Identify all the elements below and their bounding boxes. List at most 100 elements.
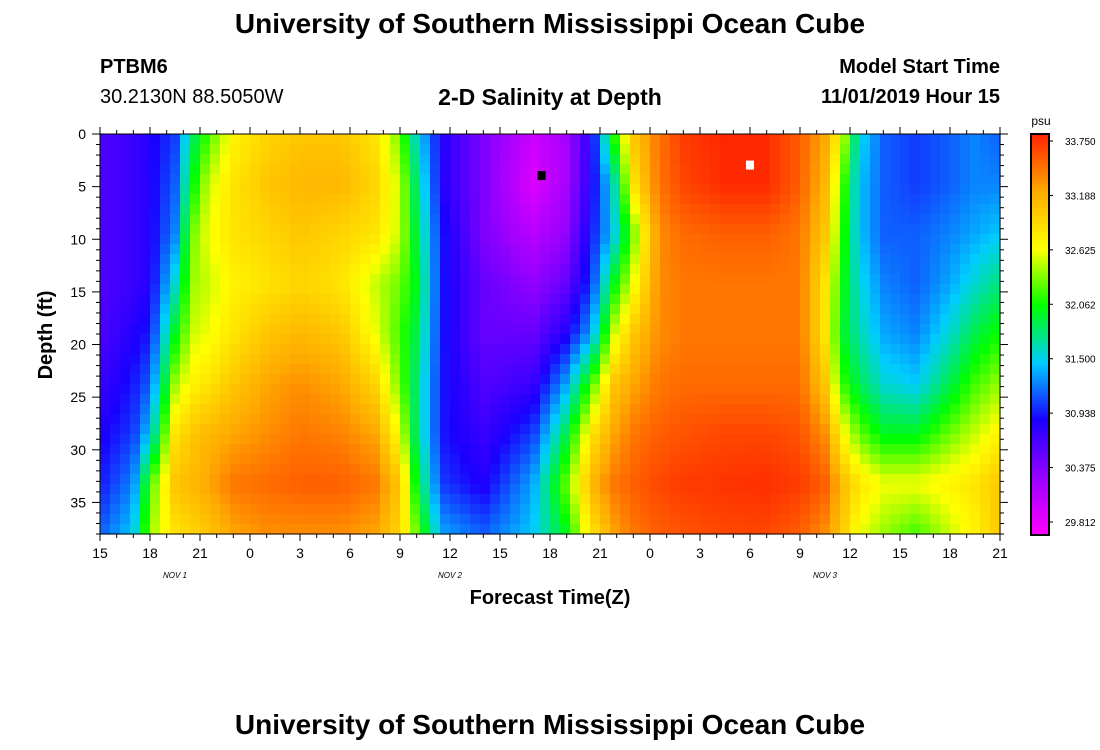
- heatmap-cell: [620, 404, 631, 415]
- heatmap-cell: [210, 374, 221, 385]
- heatmap-cell: [130, 254, 141, 265]
- heatmap-cell: [810, 384, 821, 395]
- heatmap-cell: [690, 404, 701, 415]
- heatmap-cell: [940, 344, 951, 355]
- heatmap-cell: [440, 334, 451, 345]
- heatmap-cell: [370, 314, 381, 325]
- heatmap-cell: [370, 264, 381, 275]
- heatmap-cell: [490, 514, 501, 525]
- heatmap-cell: [160, 454, 171, 465]
- heatmap-cell: [310, 314, 321, 325]
- heatmap-cell: [410, 414, 421, 425]
- heatmap-cell: [860, 284, 871, 295]
- heatmap-cell: [620, 464, 631, 475]
- heatmap-cell: [570, 294, 581, 305]
- heatmap-cell: [460, 464, 471, 475]
- heatmap-cell: [790, 414, 801, 425]
- heatmap-cell: [630, 274, 641, 285]
- heatmap-cell: [150, 484, 161, 495]
- heatmap-cell: [920, 264, 931, 275]
- heatmap-cell: [710, 184, 721, 195]
- heatmap-cell: [200, 464, 211, 475]
- heatmap-cell: [410, 374, 421, 385]
- heatmap-cell: [660, 484, 671, 495]
- heatmap-cell: [870, 224, 881, 235]
- heatmap-cell: [430, 174, 441, 185]
- heatmap-cell: [680, 264, 691, 275]
- heatmap-cell: [930, 524, 941, 535]
- heatmap-cell: [190, 344, 201, 355]
- heatmap-cell: [270, 194, 281, 205]
- heatmap-cell: [590, 334, 601, 345]
- heatmap-cell: [270, 514, 281, 525]
- heatmap-cell: [340, 444, 351, 455]
- heatmap-cell: [990, 454, 1001, 465]
- heatmap-cell: [830, 334, 841, 345]
- heatmap-cell: [330, 454, 341, 465]
- heatmap-cell: [530, 174, 541, 185]
- heatmap-cell: [230, 404, 241, 415]
- heatmap-cell: [390, 404, 401, 415]
- heatmap-cell: [650, 424, 661, 435]
- heatmap-cell: [840, 454, 851, 465]
- heatmap-cell: [840, 394, 851, 405]
- heatmap-cell: [650, 444, 661, 455]
- heatmap-cell: [990, 234, 1001, 245]
- heatmap-cell: [280, 314, 291, 325]
- heatmap-cell: [920, 404, 931, 415]
- heatmap-cell: [400, 194, 411, 205]
- heatmap-cell: [470, 524, 481, 535]
- heatmap-cell: [890, 324, 901, 335]
- heatmap-cell: [590, 184, 601, 195]
- heatmap-cell: [230, 474, 241, 485]
- heatmap-cell: [990, 394, 1001, 405]
- heatmap-cell: [120, 524, 131, 535]
- heatmap-cell: [130, 414, 141, 425]
- heatmap-cell: [610, 484, 621, 495]
- heatmap-cell: [680, 484, 691, 495]
- heatmap-cell: [790, 284, 801, 295]
- heatmap-cell: [340, 334, 351, 345]
- heatmap-cell: [490, 484, 501, 495]
- footer-title: University of Southern Mississippi Ocean…: [234, 709, 866, 740]
- heatmap-cell: [390, 494, 401, 505]
- heatmap-cell: [390, 394, 401, 405]
- heatmap-cell: [580, 404, 591, 415]
- heatmap-cell: [730, 204, 741, 215]
- heatmap-cell: [740, 394, 751, 405]
- heatmap-cell: [380, 264, 391, 275]
- heatmap-cell: [430, 274, 441, 285]
- heatmap-cell: [720, 274, 731, 285]
- heatmap-cell: [380, 324, 391, 335]
- heatmap-cell: [260, 324, 271, 335]
- heatmap-cell: [820, 154, 831, 165]
- heatmap-cell: [100, 254, 111, 265]
- heatmap-cell: [430, 474, 441, 485]
- heatmap-cell: [330, 274, 341, 285]
- heatmap-cell: [890, 474, 901, 485]
- heatmap-cell: [910, 464, 921, 475]
- heatmap-cell: [840, 504, 851, 515]
- heatmap-cell: [320, 224, 331, 235]
- heatmap-cell: [800, 164, 811, 175]
- heatmap-cell: [990, 504, 1001, 515]
- heatmap-cell: [900, 434, 911, 445]
- heatmap-cell: [560, 454, 571, 465]
- heatmap-cell: [530, 284, 541, 295]
- heatmap-cell: [750, 184, 761, 195]
- heatmap-cell: [940, 414, 951, 425]
- heatmap-cell: [990, 304, 1001, 315]
- heatmap-cell: [670, 434, 681, 445]
- heatmap-cell: [580, 494, 591, 505]
- heatmap-cell: [970, 194, 981, 205]
- heatmap-cell: [640, 294, 651, 305]
- heatmap-cell: [580, 324, 591, 335]
- heatmap-cell: [240, 524, 251, 535]
- heatmap-cell: [580, 304, 591, 315]
- heatmap-cell: [910, 174, 921, 185]
- heatmap-cell: [770, 214, 781, 225]
- heatmap-cell: [160, 254, 171, 265]
- heatmap-cell: [920, 244, 931, 255]
- heatmap-cell: [710, 234, 721, 245]
- heatmap-cell: [830, 404, 841, 415]
